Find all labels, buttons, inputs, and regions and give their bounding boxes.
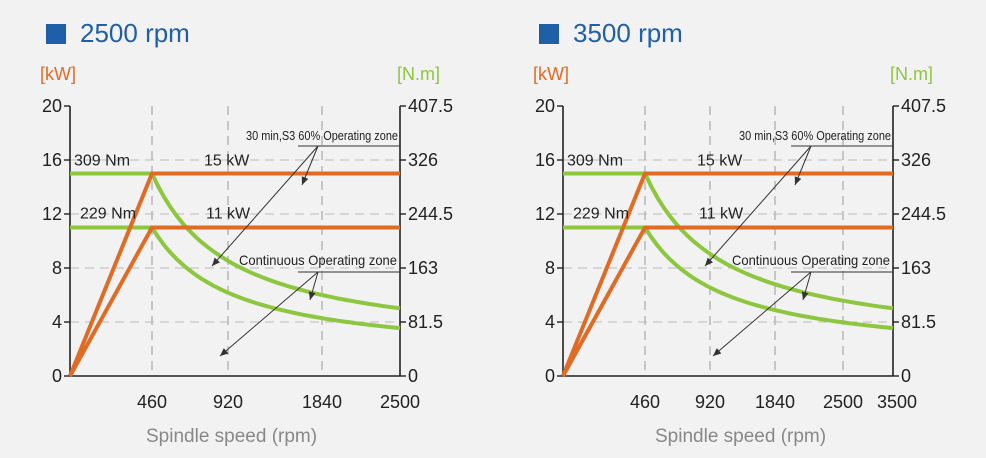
y-right-tick-label: 163 [901, 258, 931, 278]
torque-curve-continuous [563, 225, 894, 331]
chart-title: 2500 rpm [46, 18, 190, 49]
y-right-tick-label: 0 [901, 366, 911, 386]
power-s3-label: 15 kW [697, 153, 743, 170]
y-right-tick-label: 326 [408, 150, 438, 170]
zone-s3-arrow [211, 145, 319, 267]
torque-curve-continuous [70, 225, 401, 331]
y-left-tick-label: 12 [535, 204, 555, 224]
y-right-tick-label: 81.5 [408, 312, 443, 332]
zone-cont-arrow-head [220, 348, 229, 356]
y-left-tick-label: 8 [52, 258, 62, 278]
zone-s3-arrow [704, 145, 812, 267]
chart-plot-area: 0 4 8 12 16 20 0 81.5 163 244.5 326 407.5 460 920 1840… [535, 96, 946, 412]
zone-cont-arrow-head [308, 291, 316, 300]
x-tick-label: 3500 [877, 392, 917, 412]
y-left-tick-label: 16 [535, 150, 555, 170]
x-tick-label: 920 [695, 392, 725, 412]
zone-cont-arrow-head [713, 348, 722, 356]
y-right-tick-label: 407.5 [901, 96, 946, 116]
power-curve-s3 [561, 171, 893, 377]
y-right-unit-label: [N.m] [397, 64, 440, 84]
x-tick-label: 460 [137, 392, 167, 412]
power-s3-label: 15 kW [204, 153, 250, 170]
y-left-tick-label: 4 [52, 312, 62, 332]
chart-panel-3500: 3500 rpm [kW] [N.m] 0 4 8 12 16 20 0 81.5 163 244… [493, 0, 986, 458]
chart-title-text: 2500 rpm [80, 18, 190, 48]
chart-title: 3500 rpm [539, 18, 683, 49]
zone-s3-label: 30 min,S3 60% Operating zone [246, 128, 398, 143]
power-curve-continuous [561, 225, 893, 377]
x-axis-label: Spindle speed (rpm) [655, 426, 827, 447]
x-tick-label: 1840 [755, 392, 795, 412]
title-square-icon [539, 23, 559, 44]
zone-cont-arrow-head [801, 291, 809, 300]
chart-title-text: 3500 rpm [573, 18, 683, 48]
zone-continuous-label: Continuous Operating zone [239, 252, 397, 268]
torque-s3-label: 309 Nm [74, 153, 130, 170]
chart-plot-area: 0 4 8 12 16 20 0 81.5 163 244.5 326 407.5 460 920 1840… [42, 96, 453, 412]
y-right-tick-label: 81.5 [901, 312, 936, 332]
y-left-tick-label: 20 [42, 96, 62, 116]
torque-continuous-label: 229 Nm [573, 206, 629, 223]
y-left-tick-label: 20 [535, 96, 555, 116]
power-continuous-label: 11 kW [699, 206, 744, 223]
y-left-tick-label: 4 [545, 312, 555, 332]
y-left-tick-label: 0 [545, 366, 555, 386]
y-left-tick-label: 16 [42, 150, 62, 170]
y-right-tick-label: 244.5 [408, 204, 453, 224]
title-square-icon [46, 23, 66, 44]
zone-s3-arrow-head [794, 176, 802, 185]
y-left-tick-label: 0 [52, 366, 62, 386]
y-right-tick-label: 407.5 [408, 96, 453, 116]
x-tick-label: 920 [213, 392, 243, 412]
y-right-tick-label: 163 [408, 258, 438, 278]
y-left-unit-label: [kW] [40, 64, 76, 84]
x-tick-label: 1840 [302, 392, 342, 412]
y-left-tick-label: 12 [42, 204, 62, 224]
power-curve-continuous [68, 225, 400, 377]
zone-s3-label: 30 min,S3 60% Operating zone [739, 128, 891, 143]
chart-panel-2500: 2500 rpm [kW] [N.m] 0 4 8 12 16 20 0 81.5 163 244… [40, 18, 453, 447]
y-right-unit-label: [N.m] [890, 64, 933, 84]
zone-cont-arrow [219, 271, 319, 357]
x-tick-label: 2500 [380, 392, 420, 412]
y-right-tick-label: 244.5 [901, 204, 946, 224]
x-tick-label: 2500 [823, 392, 863, 412]
y-right-tick-label: 0 [408, 366, 418, 386]
power-curve-s3 [68, 171, 400, 377]
torque-s3-label: 309 Nm [567, 153, 623, 170]
y-left-unit-label: [kW] [533, 64, 569, 84]
x-tick-label: 460 [630, 392, 660, 412]
zone-s3-arrow-head [212, 257, 220, 266]
x-axis-label: Spindle speed (rpm) [146, 426, 318, 447]
zone-s3-arrow-head [705, 257, 713, 266]
y-left-tick-label: 8 [545, 258, 555, 278]
zone-s3-arrow-head [301, 176, 309, 185]
y-right-tick-label: 326 [901, 150, 931, 170]
zone-cont-arrow [712, 271, 812, 357]
torque-continuous-label: 229 Nm [80, 206, 136, 223]
zone-continuous-label: Continuous Operating zone [732, 252, 890, 268]
power-continuous-label: 11 kW [206, 206, 251, 223]
